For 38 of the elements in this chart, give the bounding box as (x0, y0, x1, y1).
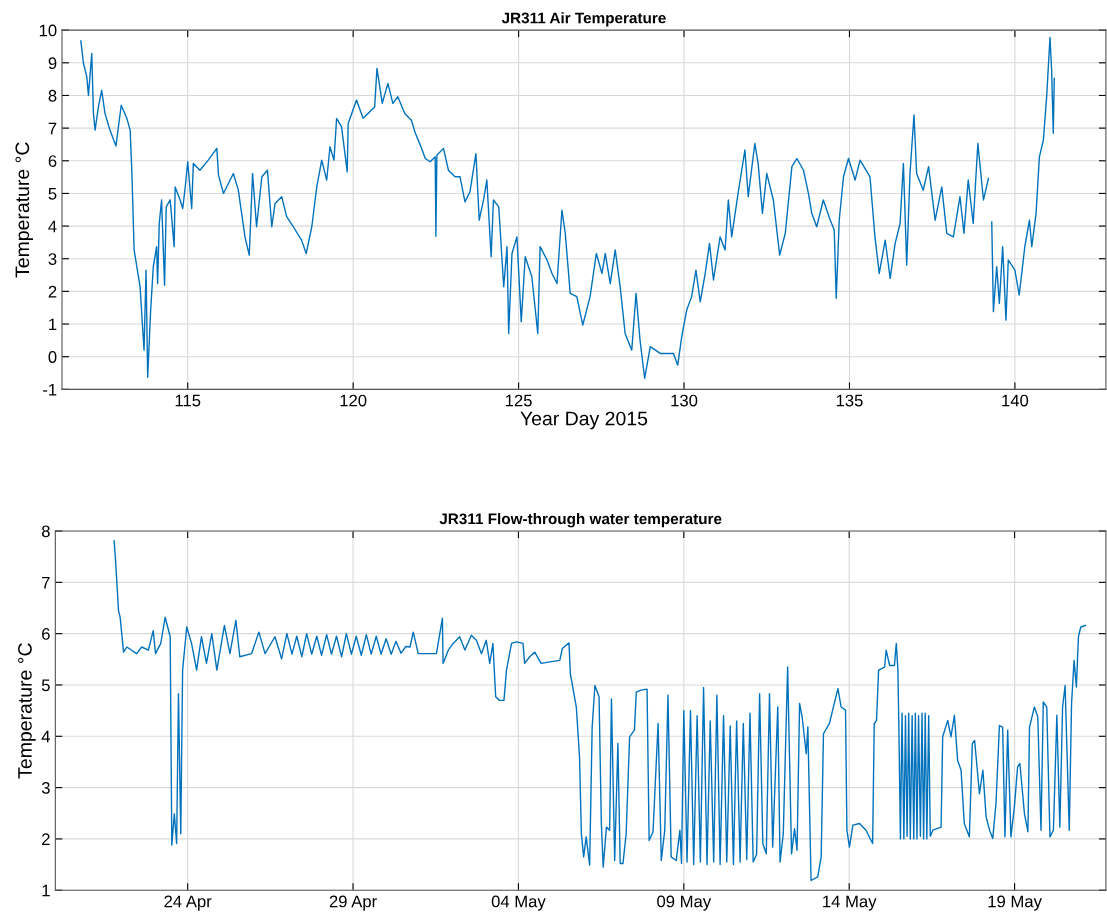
y-tick-label: 4 (48, 220, 57, 233)
y-tick-label: 8 (41, 525, 50, 538)
y-tick-label: 1 (49, 318, 57, 331)
y-tick-label: 1 (42, 884, 50, 897)
x-tick-label: 125 (505, 394, 532, 407)
y-tick-label: 2 (48, 285, 57, 298)
x-tick-label: 115 (175, 394, 201, 407)
y-tick-label: 7 (48, 122, 57, 135)
chart-title: JR311 Air Temperature (501, 12, 666, 27)
x-tick-label: 04 May (491, 895, 546, 911)
y-tick-label: 6 (42, 628, 50, 640)
x-tick-label: 24 Apr (164, 895, 212, 911)
y-axis-title: Temperature °C (15, 142, 34, 278)
line-series (113, 540, 1087, 882)
y-tick-label: 3 (48, 253, 57, 265)
y-tick-label: -1 (43, 383, 57, 396)
x-tick-label: 19 May (988, 895, 1042, 911)
x-tick-label: 29 Apr (329, 895, 377, 911)
x-tick-label: 14 May (823, 895, 877, 911)
x-tick-label: 140 (1002, 394, 1029, 407)
y-tick-label: 8 (48, 89, 57, 102)
x-axis-title: Year Day 2015 (520, 411, 648, 430)
x-tick-label: 135 (836, 394, 863, 407)
y-tick-label: 5 (48, 188, 57, 200)
y-tick-label: 3 (41, 782, 50, 794)
y-tick-label: 10 (39, 24, 57, 37)
y-axis-title: Temperature °C (18, 643, 36, 779)
y-tick-label: 2 (42, 833, 50, 845)
y-tick-label: 6 (48, 155, 57, 167)
y-tick-label: 9 (48, 57, 57, 70)
x-tick-label: 130 (671, 394, 698, 407)
y-tick-label: 4 (41, 730, 50, 743)
y-tick-label: 7 (42, 576, 50, 589)
x-tick-label: 120 (340, 394, 367, 407)
y-tick-label: 0 (48, 351, 57, 363)
y-tick-label: 5 (41, 679, 50, 692)
x-tick-label: 09 May (657, 895, 712, 911)
chart-title: JR311 Flow-through water temperature (439, 513, 722, 528)
